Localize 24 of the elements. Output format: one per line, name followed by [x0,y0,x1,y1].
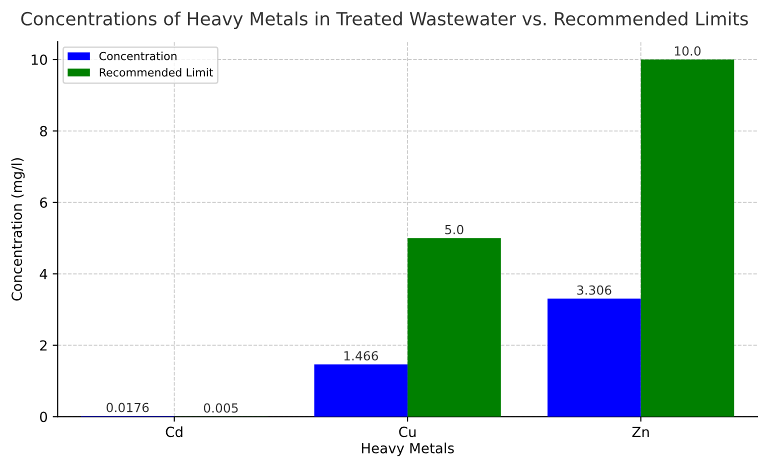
chart-title: Concentrations of Heavy Metals in Treated Wastewater vs. Recommended Limits [21,12,748,30]
y-tick-label: 8 [40,126,47,136]
y-tick-label: 6 [40,197,48,208]
y-tick-label: 0 [40,412,48,422]
legend-label: Concentration [99,52,176,60]
y-tick-label: 10 [32,54,48,66]
bar [548,298,641,417]
x-tick-label: Cu [399,426,416,438]
data-label: 0.005 [204,403,238,413]
y-axis-title: Concentration (mg/l) [11,158,25,301]
bar [408,238,501,417]
bar [640,60,734,417]
x-axis-title: Heavy Metals [362,442,454,456]
bar [314,364,408,417]
data-label: 5.0 [445,224,464,234]
x-tick-label: Zn [632,426,649,437]
data-label: 1.466 [344,351,378,361]
data-label: 0.0176 [106,402,149,412]
data-label: 3.306 [577,285,612,295]
y-tick-label: 4 [40,268,48,280]
data-label: 10.0 [674,46,701,56]
legend-label: Recommended Limit [100,68,214,77]
y-tick-label: 2 [40,340,47,351]
x-tick-label: Cd [166,426,182,438]
